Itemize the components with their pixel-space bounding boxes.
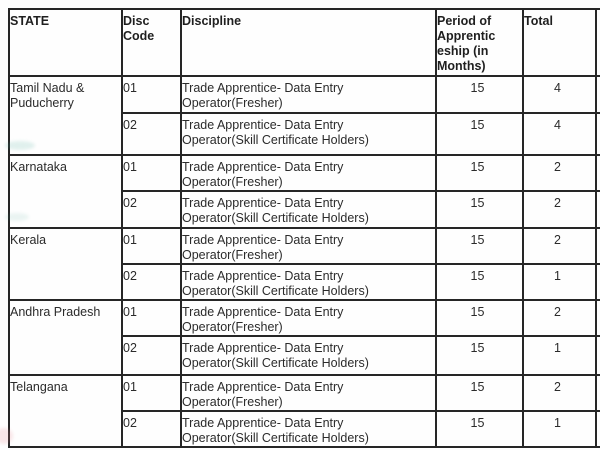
total-cell: 2 — [522, 374, 597, 412]
disc-code-cell: 02 — [121, 112, 182, 156]
stub-cell — [595, 263, 600, 301]
stub-cell — [595, 190, 600, 229]
state-cell: Telangana — [8, 374, 123, 448]
discipline-cell: Trade Apprentice- Data Entry Operator(Sk… — [180, 410, 437, 448]
table-row: 02 Trade Apprentice- Data Entry Operator… — [9, 190, 600, 229]
header-period: Period of Apprentic eship (in Months) — [435, 8, 524, 77]
disc-code-cell: 01 — [121, 154, 182, 192]
period-cell: 15 — [435, 263, 524, 301]
header-discipline: Discipline — [180, 8, 437, 77]
stub-cell — [595, 227, 600, 265]
table-row: Tamil Nadu & Puducherry 01 Trade Apprent… — [8, 75, 600, 156]
stub-cell — [595, 410, 600, 448]
period-cell: 15 — [435, 299, 524, 337]
table-row: 02 Trade Apprentice- Data Entry Operator… — [9, 335, 600, 376]
disc-code-cell: 01 — [121, 75, 182, 114]
stub-cell — [595, 335, 600, 376]
period-cell: 15 — [435, 410, 524, 448]
period-cell: 15 — [435, 75, 524, 114]
state-cell: Andhra Pradesh — [8, 299, 123, 376]
total-cell: 2 — [522, 154, 597, 192]
period-cell: 15 — [435, 154, 524, 192]
header-stub — [595, 8, 600, 77]
stub-cell — [595, 374, 600, 412]
total-cell: 2 — [522, 299, 597, 337]
total-cell: 2 — [522, 190, 597, 229]
stub-cell — [595, 299, 600, 337]
disc-code-cell: 02 — [121, 263, 182, 301]
table-row: Kerala 01 Trade Apprentice- Data Entry O… — [8, 227, 600, 301]
disc-code-cell: 02 — [121, 190, 182, 229]
period-cell: 15 — [435, 335, 524, 376]
table-row: Telangana 01 Trade Apprentice- Data Entr… — [8, 374, 600, 448]
header-row: STATE Disc Code Discipline Period of App… — [8, 8, 600, 77]
total-cell: 1 — [522, 410, 597, 448]
state-cell: Tamil Nadu & Puducherry — [8, 75, 123, 156]
stub-cell — [595, 75, 600, 114]
total-cell: 1 — [522, 263, 597, 301]
period-cell: 15 — [435, 112, 524, 156]
discipline-cell: Trade Apprentice- Data Entry Operator(Fr… — [180, 299, 437, 337]
disc-code-cell: 01 — [121, 299, 182, 337]
period-cell: 15 — [435, 190, 524, 229]
table-row: 02 Trade Apprentice- Data Entry Operator… — [9, 410, 600, 448]
period-cell: 15 — [435, 374, 524, 412]
table-row: 02 Trade Apprentice- Data Entry Operator… — [9, 263, 600, 301]
header-disc-code: Disc Code — [121, 8, 182, 77]
discipline-cell: Trade Apprentice- Data Entry Operator(Sk… — [180, 190, 437, 229]
stub-cell — [595, 154, 600, 192]
discipline-cell: Trade Apprentice- Data Entry Operator(Sk… — [180, 112, 437, 156]
discipline-cell: Trade Apprentice- Data Entry Operator(Fr… — [180, 75, 437, 114]
total-cell: 4 — [522, 75, 597, 114]
discipline-cell: Trade Apprentice- Data Entry Operator(Fr… — [180, 227, 437, 265]
disc-code-cell: 02 — [121, 410, 182, 448]
total-cell: 1 — [522, 335, 597, 376]
table-row: 02 Trade Apprentice- Data Entry Operator… — [9, 112, 600, 156]
discipline-cell: Trade Apprentice- Data Entry Operator(Fr… — [180, 154, 437, 192]
total-cell: 4 — [522, 112, 597, 156]
discipline-cell: Trade Apprentice- Data Entry Operator(Sk… — [180, 335, 437, 376]
discipline-cell: Trade Apprentice- Data Entry Operator(Sk… — [180, 263, 437, 301]
period-cell: 15 — [435, 227, 524, 265]
state-cell: Kerala — [8, 227, 123, 301]
header-state: STATE — [8, 8, 123, 77]
disc-code-cell: 01 — [121, 374, 182, 412]
stub-cell — [595, 112, 600, 156]
disc-code-cell: 01 — [121, 227, 182, 265]
table-row: Karnataka 01 Trade Apprentice- Data Entr… — [8, 154, 600, 229]
state-cell: Karnataka — [8, 154, 123, 229]
apprenticeship-vacancy-table: STATE Disc Code Discipline Period of App… — [8, 8, 600, 448]
disc-code-cell: 02 — [121, 335, 182, 376]
header-total: Total — [522, 8, 597, 77]
total-cell: 2 — [522, 227, 597, 265]
table-row: Andhra Pradesh 01 Trade Apprentice- Data… — [8, 299, 600, 376]
discipline-cell: Trade Apprentice- Data Entry Operator(Fr… — [180, 374, 437, 412]
